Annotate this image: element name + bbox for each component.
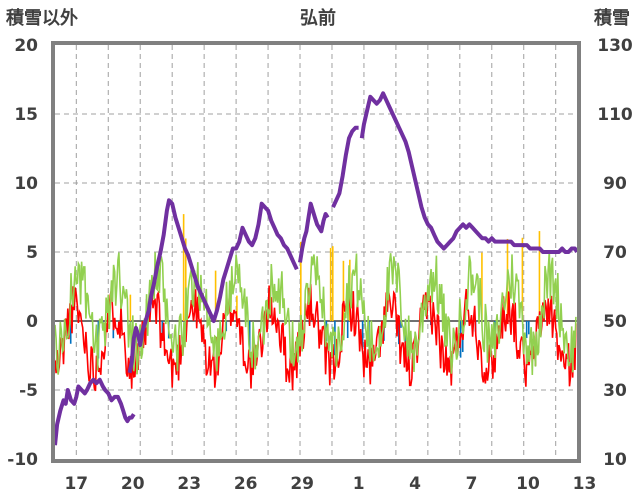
bar-negative bbox=[361, 321, 364, 349]
chart-title: 弘前 bbox=[300, 7, 336, 29]
x-tick-label: 23 bbox=[177, 474, 201, 494]
bar-positive bbox=[236, 295, 238, 321]
left-tick-label: 0 bbox=[26, 312, 38, 332]
bar-negative bbox=[69, 321, 72, 344]
bar-positive bbox=[182, 214, 185, 321]
right-tick-label: 70 bbox=[603, 243, 627, 263]
x-tick-label: 1 bbox=[353, 474, 365, 494]
x-tick-label: 17 bbox=[64, 474, 88, 494]
x-tick-label: 10 bbox=[516, 474, 540, 494]
right-tick-label: 90 bbox=[603, 174, 627, 194]
left-tick-label: 5 bbox=[26, 243, 38, 263]
left-tick-label: 10 bbox=[14, 174, 38, 194]
bar-positive bbox=[129, 294, 132, 321]
right-axis-label: 積雪 bbox=[593, 7, 630, 29]
gridlines bbox=[55, 45, 577, 459]
left-tick-label: 20 bbox=[14, 36, 38, 56]
bar-positive bbox=[521, 237, 524, 321]
bar-positive bbox=[329, 247, 332, 321]
bar-positive bbox=[214, 270, 217, 321]
snow-depth-line bbox=[331, 125, 359, 209]
plot-frame bbox=[51, 41, 581, 463]
snow-depth-line bbox=[298, 201, 330, 263]
bar-positive bbox=[331, 246, 334, 321]
left-tick-labels: 20 15 10 5 0 -5 -10 bbox=[7, 36, 38, 470]
right-tick-label: 50 bbox=[603, 312, 627, 332]
x-tick-label: 29 bbox=[290, 474, 314, 494]
bar-positive bbox=[481, 252, 483, 321]
snow-depth-line bbox=[127, 198, 299, 374]
bar-positive bbox=[184, 238, 187, 321]
bar-positive bbox=[342, 260, 345, 321]
bar-negative bbox=[161, 321, 164, 334]
bar-positive bbox=[300, 241, 302, 321]
left-tick-label: -10 bbox=[7, 450, 38, 470]
bar-negative bbox=[525, 321, 528, 339]
secondary-line bbox=[54, 251, 577, 376]
x-tick-labels: 17 20 23 26 29 1 4 7 10 13 bbox=[64, 474, 596, 494]
x-tick-label: 26 bbox=[234, 474, 258, 494]
right-tick-label: 130 bbox=[597, 36, 633, 56]
snow-depth-line bbox=[53, 377, 136, 446]
right-tick-labels: 130 110 90 70 50 30 10 bbox=[597, 36, 633, 470]
left-tick-label: 15 bbox=[14, 105, 38, 125]
x-tick-label: 20 bbox=[121, 474, 145, 494]
bar-positive bbox=[538, 231, 541, 321]
right-tick-label: 110 bbox=[597, 105, 633, 125]
left-tick-label: -5 bbox=[19, 381, 38, 401]
bar-negative bbox=[248, 321, 251, 354]
x-tick-label: 4 bbox=[409, 474, 421, 494]
bar-negative bbox=[527, 321, 530, 335]
left-axis-label: 積雪以外 bbox=[5, 7, 78, 29]
x-tick-label: 7 bbox=[466, 474, 478, 494]
bar-negative bbox=[400, 321, 402, 328]
x-tick-label: 13 bbox=[573, 474, 597, 494]
line-series bbox=[53, 91, 579, 446]
snow-depth-line bbox=[359, 91, 579, 254]
right-tick-label: 10 bbox=[603, 450, 627, 470]
right-tick-label: 30 bbox=[603, 381, 627, 401]
bar-negative bbox=[346, 321, 349, 339]
